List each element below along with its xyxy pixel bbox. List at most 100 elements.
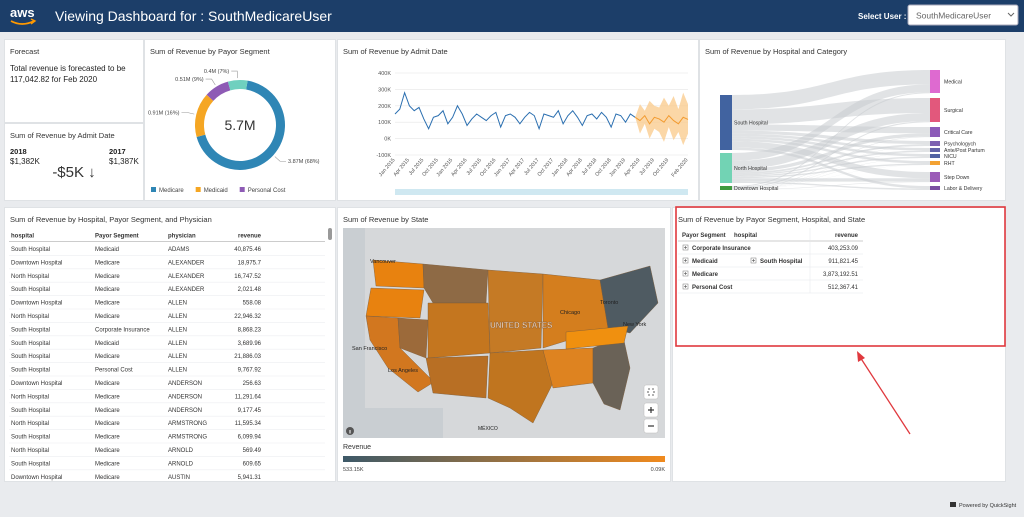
sankey-flow xyxy=(732,70,930,110)
table-cell: Downtown Hospital xyxy=(11,475,62,481)
map-panel: Sum of Revenue by State Vancouver San Fra… xyxy=(338,208,670,481)
table-cell: ALLEN xyxy=(168,354,187,360)
forecast-panel: Forecast Total revenue is forecasted to … xyxy=(5,40,143,122)
select-caret[interactable] xyxy=(1007,12,1015,17)
table-cell: South Hospital xyxy=(11,327,50,333)
sankey-flow xyxy=(732,181,930,190)
table-cell: Medicare xyxy=(95,301,120,307)
place-label: New York xyxy=(623,322,646,328)
scrollbar-thumb[interactable] xyxy=(328,228,332,240)
sankey-flow xyxy=(732,157,930,190)
sankey-flow xyxy=(732,164,930,190)
sankey-source-label: North Hospital xyxy=(734,166,767,172)
table-cell: ALLEN xyxy=(168,368,187,374)
user-select-value[interactable]: SouthMedicareUser xyxy=(916,11,991,21)
line-series xyxy=(394,91,636,131)
sankey-node xyxy=(720,153,732,183)
table-cell: Medicaid xyxy=(95,247,119,253)
table-cell: ANDERSON xyxy=(168,408,202,414)
pivot-panel: Sum of Revenue by Payor Segment, Hospita… xyxy=(673,208,1005,481)
sankey-panel: Sum of Revenue by Hospital and Category … xyxy=(700,40,1005,200)
state-region xyxy=(565,325,629,350)
table-cell: 558.08 xyxy=(243,301,262,307)
table-cell: ARNOLD xyxy=(168,448,194,454)
state-region xyxy=(487,269,544,354)
table-cell: 9,177.45 xyxy=(238,408,262,414)
sankey-source-label: Downtown Hospital xyxy=(734,186,778,192)
table-cell: 8,868.23 xyxy=(238,327,262,333)
sankey-chart: South Hospital North Hospital Downtown Hos… xyxy=(720,70,985,192)
sankey-source-label: South Hospital xyxy=(734,121,768,127)
sankey-node xyxy=(930,186,940,190)
donut-panel: Sum of Revenue by Payor Segment 5.7M 3.8… xyxy=(145,40,335,200)
table-cell: ALLEN xyxy=(168,314,187,320)
control-icon xyxy=(647,388,655,396)
state-region xyxy=(427,302,491,359)
table-cell: South Hospital xyxy=(11,461,50,467)
pivot-segment: Corporate Insurance xyxy=(692,246,751,252)
sankey-node xyxy=(930,148,940,152)
leader-line xyxy=(274,156,287,162)
sankey-flow xyxy=(732,156,930,177)
place-label: Los Angeles xyxy=(388,368,418,374)
pivot-segment: Medicare xyxy=(692,272,719,278)
pivot-segment: Personal Cost xyxy=(692,285,732,291)
table-cell: 11,595.34 xyxy=(235,421,262,427)
panel-title: Sum of Revenue by Hospital, Payor Segmen… xyxy=(10,215,212,224)
sankey-flow xyxy=(732,133,930,173)
pivot-revenue: 512,367.41 xyxy=(828,285,859,291)
table-cell: Downtown Hospital xyxy=(11,260,62,266)
place-label: UNITED STATES xyxy=(490,321,553,330)
sankey-flow xyxy=(732,150,930,176)
legend-label: Medicare xyxy=(159,188,184,194)
donut-chart: 5.7M 3.87M (68%) 0.91M (16%) 0.51M (9%)0.4… xyxy=(148,69,320,194)
table-cell: 18,975.7 xyxy=(238,260,262,266)
donut-segment xyxy=(206,81,231,101)
legend-swatch xyxy=(195,187,201,192)
place-label: Toronto xyxy=(600,300,618,306)
kpi-current: $1,382K xyxy=(10,157,40,166)
sankey-flow xyxy=(732,147,930,189)
map: Vancouver San Francisco Los Angeles Chicago… xyxy=(343,228,665,473)
sankey-node xyxy=(720,95,732,150)
table-cell: Medicare xyxy=(95,475,120,481)
table-cell: 5,941.31 xyxy=(238,475,262,481)
leader-line xyxy=(231,70,238,79)
sankey-node xyxy=(930,141,940,146)
quicksight-icon xyxy=(950,502,956,507)
table-cell: 16,747.52 xyxy=(234,274,261,280)
sankey-target-label: Psychologych xyxy=(944,142,976,148)
logo-smile xyxy=(10,20,35,25)
y-tick-label: -100K xyxy=(376,153,391,159)
column-header: Payor Segment xyxy=(95,234,139,240)
table-cell: ALEXANDER xyxy=(168,274,205,280)
leader-line xyxy=(205,78,216,86)
sankey-node xyxy=(930,70,940,93)
sankey-flow xyxy=(732,151,930,189)
state-region xyxy=(599,265,659,334)
table-cell: ADAMS xyxy=(168,247,189,253)
table-header-bg xyxy=(9,228,325,241)
scroll-bar[interactable] xyxy=(395,189,688,195)
sankey-node xyxy=(930,161,940,165)
table-cell: Medicare xyxy=(95,461,120,467)
data-label: 0.4M (7%) xyxy=(204,69,230,75)
table-cell: Downtown Hospital xyxy=(11,301,62,307)
kpi-previous: $1,387K xyxy=(109,157,139,166)
table-cell: South Hospital xyxy=(11,408,50,414)
header-graphics: aws Viewing Dashboard for : SouthMedicar… xyxy=(10,4,1019,26)
table-cell: ALLEN xyxy=(168,301,187,307)
column-header: physician xyxy=(168,234,196,240)
sankey-flow xyxy=(732,178,930,182)
sankey-flow xyxy=(732,121,930,189)
table-cell: 569.49 xyxy=(243,448,262,454)
sankey-flow xyxy=(732,163,930,179)
map-control[interactable] xyxy=(643,384,659,400)
sankey-node xyxy=(720,186,732,190)
data-label: 3.87M (68%) xyxy=(288,159,320,165)
user-select[interactable] xyxy=(907,4,1019,26)
y-tick-label: 300K xyxy=(378,87,391,93)
table-cell: North Hospital xyxy=(11,448,49,454)
ocean xyxy=(343,228,365,438)
